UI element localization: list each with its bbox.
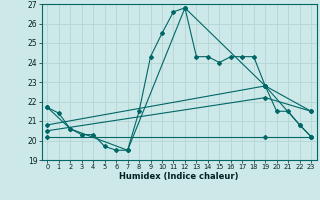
X-axis label: Humidex (Indice chaleur): Humidex (Indice chaleur) [119,172,239,181]
